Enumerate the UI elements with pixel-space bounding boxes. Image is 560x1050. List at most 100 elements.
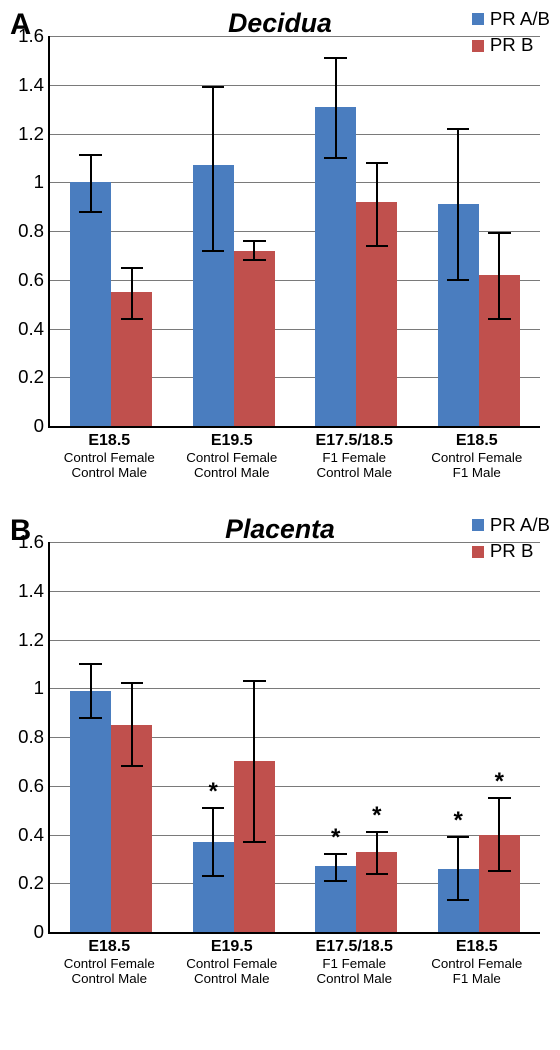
legend-swatch bbox=[472, 519, 484, 531]
error-cap bbox=[121, 682, 144, 684]
legend-swatch bbox=[472, 13, 484, 25]
x-axis-labels: E18.5Control FemaleControl MaleE19.5Cont… bbox=[48, 934, 538, 996]
error-bar bbox=[212, 87, 214, 250]
bar-pr_ab bbox=[70, 691, 111, 932]
y-tick-label: 0.6 bbox=[12, 269, 44, 291]
bar-group: * bbox=[182, 542, 285, 932]
panel-header: ADeciduaPR A/BPR B bbox=[10, 8, 550, 36]
x-tick-line3: Control Male bbox=[293, 971, 416, 986]
x-tick-line3: Control Male bbox=[48, 465, 171, 480]
chart-frame: 00.20.40.60.811.21.41.6***** bbox=[48, 542, 540, 934]
x-tick-line2: F1 Female bbox=[293, 450, 416, 465]
bar-pr_b bbox=[234, 251, 275, 427]
y-tick-label: 0.8 bbox=[12, 726, 44, 748]
x-tick-line3: Control Male bbox=[171, 971, 294, 986]
legend-item: PR A/B bbox=[472, 514, 550, 536]
x-tick-line2: Control Female bbox=[171, 450, 294, 465]
error-bar bbox=[335, 58, 337, 158]
error-cap bbox=[366, 873, 389, 875]
x-tick-line2: Control Female bbox=[416, 956, 539, 971]
bar-group bbox=[427, 36, 530, 426]
error-cap bbox=[243, 259, 266, 261]
error-bar bbox=[335, 854, 337, 881]
error-cap bbox=[121, 318, 144, 320]
x-tick-line1: E19.5 bbox=[171, 432, 294, 450]
panel-decidua: ADeciduaPR A/BPR B00.20.40.60.811.21.41.… bbox=[10, 8, 550, 490]
x-tick-line1: E17.5/18.5 bbox=[293, 432, 416, 450]
x-tick-line3: Control Male bbox=[171, 465, 294, 480]
y-tick-label: 0 bbox=[12, 415, 44, 437]
y-tick-label: 0.4 bbox=[12, 318, 44, 340]
error-cap bbox=[447, 279, 470, 281]
x-tick-line3: F1 Male bbox=[416, 465, 539, 480]
y-tick-label: 1.4 bbox=[12, 580, 44, 602]
x-tick-group: E18.5Control FemaleControl Male bbox=[48, 432, 171, 480]
x-tick-line1: E18.5 bbox=[416, 938, 539, 956]
x-tick-line1: E19.5 bbox=[171, 938, 294, 956]
error-bar bbox=[212, 808, 214, 876]
significance-marker: * bbox=[448, 807, 468, 835]
panel-placenta: BPlacentaPR A/BPR B00.20.40.60.811.21.41… bbox=[10, 514, 550, 996]
error-bar bbox=[90, 664, 92, 718]
error-cap bbox=[202, 807, 225, 809]
y-tick-label: 0 bbox=[12, 921, 44, 943]
y-tick-label: 1.2 bbox=[12, 629, 44, 651]
x-tick-line2: Control Female bbox=[416, 450, 539, 465]
error-cap bbox=[79, 663, 102, 665]
x-tick-line1: E18.5 bbox=[48, 938, 171, 956]
legend-label: PR A/B bbox=[490, 8, 550, 30]
y-tick-label: 1.2 bbox=[12, 123, 44, 145]
x-tick-line2: F1 Female bbox=[293, 956, 416, 971]
error-bar bbox=[131, 268, 133, 319]
x-tick-line3: F1 Male bbox=[416, 971, 539, 986]
error-bar bbox=[498, 798, 500, 871]
x-tick-line2: Control Female bbox=[48, 956, 171, 971]
y-tick-label: 1.6 bbox=[12, 531, 44, 553]
error-cap bbox=[488, 232, 511, 234]
error-cap bbox=[202, 875, 225, 877]
error-cap bbox=[366, 831, 389, 833]
significance-marker: * bbox=[489, 768, 509, 796]
y-tick-label: 0.2 bbox=[12, 872, 44, 894]
y-tick-label: 0.2 bbox=[12, 366, 44, 388]
error-cap bbox=[79, 717, 102, 719]
error-cap bbox=[243, 240, 266, 242]
x-tick-group: E17.5/18.5F1 FemaleControl Male bbox=[293, 938, 416, 986]
y-tick-label: 1 bbox=[12, 677, 44, 699]
x-tick-group: E18.5Control FemaleControl Male bbox=[48, 938, 171, 986]
significance-marker: * bbox=[203, 778, 223, 806]
error-cap bbox=[202, 250, 225, 252]
x-tick-line3: Control Male bbox=[48, 971, 171, 986]
error-bar bbox=[253, 241, 255, 261]
bar-group: ** bbox=[427, 542, 530, 932]
error-cap bbox=[79, 154, 102, 156]
error-cap bbox=[447, 128, 470, 130]
plot-area: ***** bbox=[50, 542, 540, 932]
error-cap bbox=[121, 267, 144, 269]
x-tick-group: E18.5Control FemaleF1 Male bbox=[416, 432, 539, 480]
y-tick-label: 1.6 bbox=[12, 25, 44, 47]
x-tick-group: E19.5Control FemaleControl Male bbox=[171, 432, 294, 480]
x-tick-line3: Control Male bbox=[293, 465, 416, 480]
error-cap bbox=[366, 245, 389, 247]
error-cap bbox=[447, 899, 470, 901]
error-cap bbox=[202, 86, 225, 88]
x-tick-line1: E18.5 bbox=[416, 432, 539, 450]
error-bar bbox=[90, 155, 92, 211]
error-bar bbox=[131, 683, 133, 766]
bar-group bbox=[182, 36, 285, 426]
x-axis-labels: E18.5Control FemaleControl MaleE19.5Cont… bbox=[48, 428, 538, 490]
bar-group: ** bbox=[305, 542, 408, 932]
bar-group bbox=[60, 542, 163, 932]
error-cap bbox=[324, 157, 347, 159]
error-bar bbox=[498, 233, 500, 318]
error-cap bbox=[488, 318, 511, 320]
legend-label: PR A/B bbox=[490, 514, 550, 536]
y-tick-label: 0.8 bbox=[12, 220, 44, 242]
error-cap bbox=[121, 765, 144, 767]
error-bar bbox=[376, 163, 378, 246]
error-cap bbox=[447, 836, 470, 838]
bar-group bbox=[305, 36, 408, 426]
bar-pr_ab bbox=[70, 182, 111, 426]
error-cap bbox=[488, 870, 511, 872]
